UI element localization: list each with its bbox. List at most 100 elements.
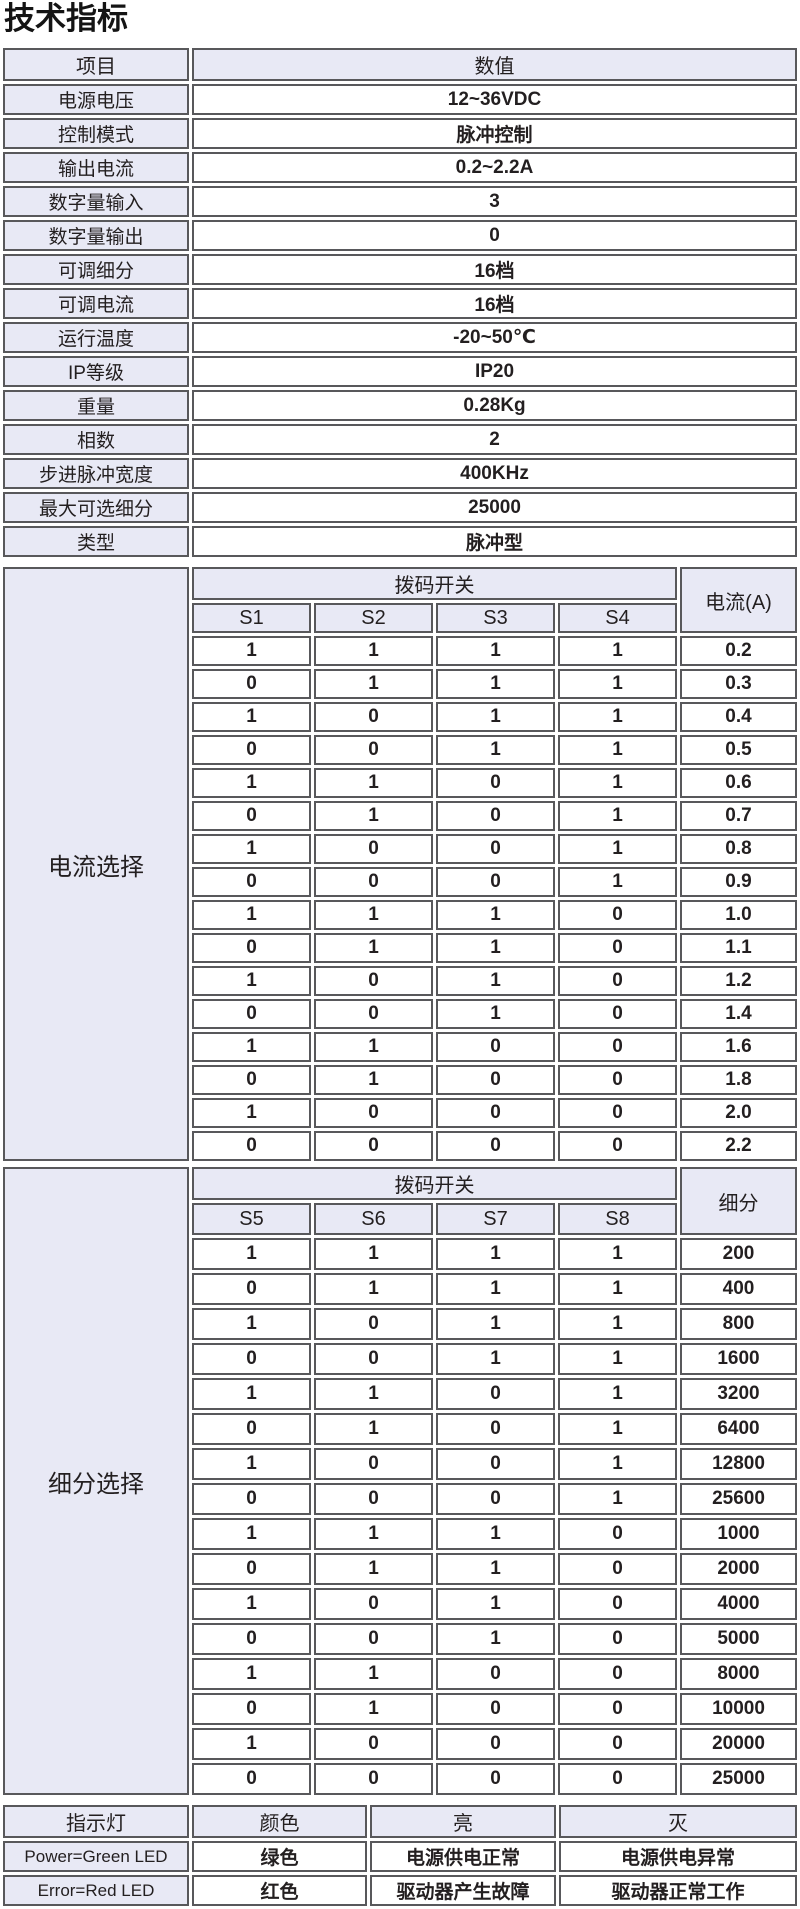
switch-s6-cell: 1 [314, 1518, 433, 1550]
switch-s3-cell: 1 [436, 999, 555, 1029]
switch-s3-cell: 1 [436, 636, 555, 666]
microstep-group-header-row: 细分选择 拨码开关 细分 [3, 1167, 797, 1795]
microstep-dip-row: 0 0 1 0 5000 [3, 1623, 797, 1655]
current-value-cell: 0.5 [680, 735, 797, 765]
switch-s8-cell: 0 [558, 1658, 677, 1690]
switch-s5-cell: 1 [192, 1588, 311, 1620]
switch-s7-cell: 0 [436, 1728, 555, 1760]
switch-s5-cell: 1 [192, 1308, 311, 1340]
switch-s8-cell: 1 [558, 1448, 677, 1480]
switch-s1-cell: 1 [192, 1098, 311, 1128]
switch-s8-cell: 1 [558, 1413, 677, 1445]
spec-item-value: 25000 [192, 492, 797, 523]
switch-s5-cell: 1 [192, 1728, 311, 1760]
switch-s5-cell: 0 [192, 1273, 311, 1305]
current-switch-header-row: S1 S2 S3 S4 [3, 603, 797, 633]
switch-s6-cell: 1 [314, 1413, 433, 1445]
spec-item-label: 相数 [3, 424, 189, 455]
current-value-cell: 1.4 [680, 999, 797, 1029]
switch-s4-cell: 0 [558, 1098, 677, 1128]
switch-s5-cell: 0 [192, 1483, 311, 1515]
switch-s4-cell: 0 [558, 966, 677, 996]
switch-s7-cell: 0 [436, 1483, 555, 1515]
current-dip-row: 1 0 0 1 0.8 [3, 834, 797, 864]
switch-s2-cell: 1 [314, 801, 433, 831]
spec-item-label: 可调细分 [3, 254, 189, 285]
switch-s3-cell: 1 [436, 933, 555, 963]
switch-s1-cell: 0 [192, 867, 311, 897]
led-header-row: 指示灯 颜色 亮 灭 [3, 1805, 797, 1838]
current-select-table: 电流选择 拨码开关 电流(A) S1 S2 S3 S4 1 1 1 1 0.2 … [0, 564, 800, 1164]
microstep-value-cell: 20000 [680, 1728, 797, 1760]
spec-item-label: 输出电流 [3, 152, 189, 183]
switch-s6-cell: 0 [314, 1308, 433, 1340]
microstep-dip-row: 1 0 1 0 4000 [3, 1588, 797, 1620]
microstep-value-cell: 25600 [680, 1483, 797, 1515]
switch-s3-cell: 1 [436, 735, 555, 765]
current-value-cell: 0.3 [680, 669, 797, 699]
microstep-dip-row: 1 1 1 1 200 [3, 1238, 797, 1270]
microstep-value-cell: 5000 [680, 1623, 797, 1655]
microstep-value-cell: 1600 [680, 1343, 797, 1375]
microstep-dip-row: 1 1 0 0 8000 [3, 1658, 797, 1690]
switch-s8-cell: 0 [558, 1623, 677, 1655]
spec-header-value: 数值 [192, 48, 797, 81]
switch-s8-cell: 0 [558, 1553, 677, 1585]
switch-s6-cell: 0 [314, 1343, 433, 1375]
current-dip-row: 1 0 1 0 1.2 [3, 966, 797, 996]
dip-switch-group-header: 拨码开关 [192, 1167, 677, 1200]
switch-header-s5: S5 [192, 1203, 311, 1235]
microstep-dip-row: 1 0 1 1 800 [3, 1308, 797, 1340]
switch-s2-cell: 0 [314, 966, 433, 996]
switch-s7-cell: 1 [436, 1273, 555, 1305]
switch-s1-cell: 0 [192, 801, 311, 831]
switch-s3-cell: 0 [436, 801, 555, 831]
switch-header-s3: S3 [436, 603, 555, 633]
switch-s4-cell: 0 [558, 900, 677, 930]
switch-s1-cell: 1 [192, 966, 311, 996]
switch-s5-cell: 1 [192, 1378, 311, 1410]
current-group-header-row: 电流选择 拨码开关 电流(A) [3, 567, 797, 1161]
switch-s5-cell: 0 [192, 1763, 311, 1795]
microstep-value-cell: 6400 [680, 1413, 797, 1445]
microstep-select-table: 细分选择 拨码开关 细分 S5 S6 S7 S8 1 1 1 1 200 0 1… [0, 1164, 800, 1798]
spec-row: 相数 2 [3, 424, 797, 455]
switch-s1-cell: 0 [192, 1131, 311, 1161]
switch-header-s7: S7 [436, 1203, 555, 1235]
switch-s8-cell: 1 [558, 1343, 677, 1375]
current-dip-row: 1 0 0 0 2.0 [3, 1098, 797, 1128]
microstep-dip-row: 0 0 1 1 1600 [3, 1343, 797, 1375]
switch-s8-cell: 1 [558, 1378, 677, 1410]
spec-item-value: 2 [192, 424, 797, 455]
switch-s2-cell: 1 [314, 933, 433, 963]
current-value-cell: 2.2 [680, 1131, 797, 1161]
switch-s7-cell: 1 [436, 1518, 555, 1550]
spec-item-label: 最大可选细分 [3, 492, 189, 523]
switch-s5-cell: 1 [192, 1448, 311, 1480]
switch-s4-cell: 1 [558, 801, 677, 831]
current-dip-row: 0 1 0 0 1.8 [3, 1065, 797, 1095]
led-color-cell: 绿色 [192, 1841, 367, 1872]
switch-s1-cell: 1 [192, 768, 311, 798]
current-dip-row: 0 1 1 1 0.3 [3, 669, 797, 699]
led-header-indicator: 指示灯 [3, 1805, 189, 1838]
switch-s8-cell: 0 [558, 1728, 677, 1760]
switch-s5-cell: 0 [192, 1343, 311, 1375]
microstep-value-cell: 2000 [680, 1553, 797, 1585]
spec-row: 最大可选细分 25000 [3, 492, 797, 523]
microstep-dip-row: 1 1 0 1 3200 [3, 1378, 797, 1410]
switch-s7-cell: 0 [436, 1658, 555, 1690]
led-name-cell: Power=Green LED [3, 1841, 189, 1872]
switch-s2-cell: 1 [314, 1065, 433, 1095]
switch-s2-cell: 0 [314, 867, 433, 897]
switch-s6-cell: 1 [314, 1378, 433, 1410]
switch-s4-cell: 0 [558, 933, 677, 963]
microstep-value-cell: 12800 [680, 1448, 797, 1480]
switch-s4-cell: 1 [558, 768, 677, 798]
spec-item-value: 0.28Kg [192, 390, 797, 421]
current-value-cell: 2.0 [680, 1098, 797, 1128]
current-value-cell: 1.0 [680, 900, 797, 930]
microstep-dip-row: 0 1 0 1 6400 [3, 1413, 797, 1445]
switch-s6-cell: 1 [314, 1238, 433, 1270]
current-value-cell: 0.8 [680, 834, 797, 864]
